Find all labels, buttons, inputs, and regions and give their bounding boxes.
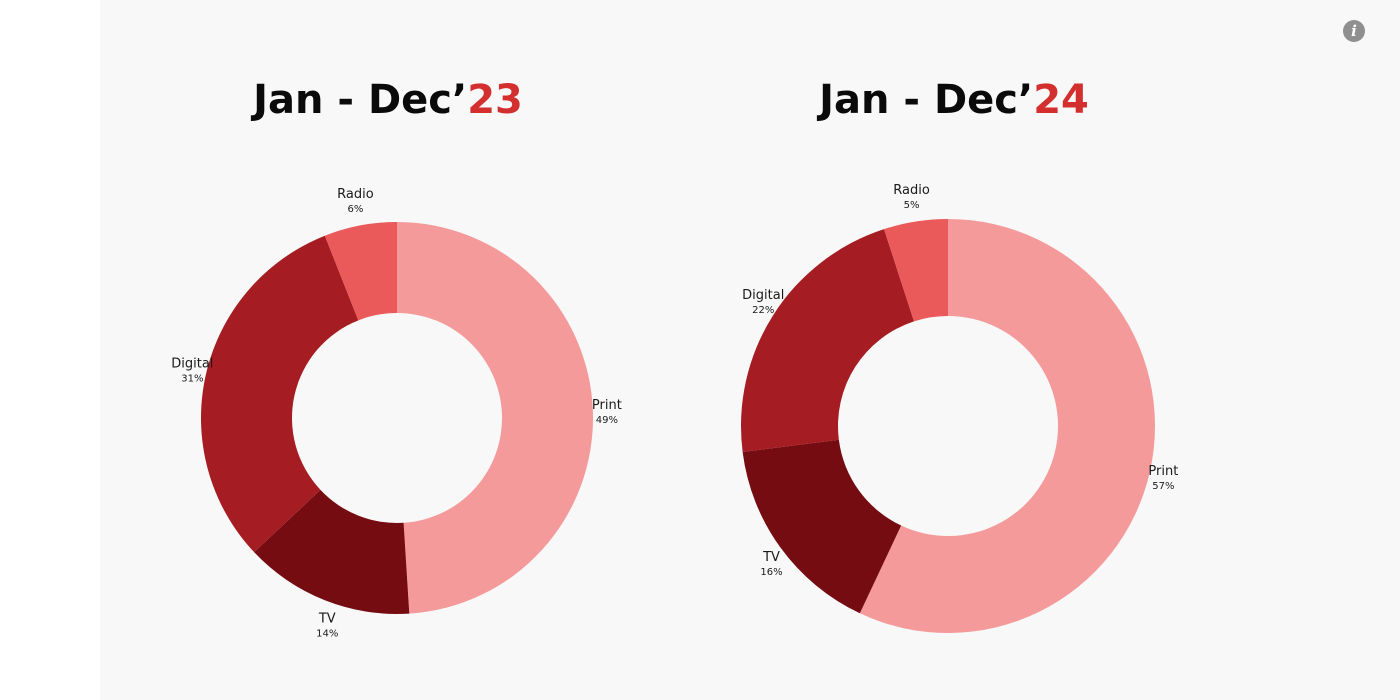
slice-name: Radio bbox=[893, 183, 930, 198]
slice-radio[interactable] bbox=[324, 222, 397, 321]
slice-name: Digital bbox=[742, 288, 784, 303]
chart-title-year: 23 bbox=[467, 77, 523, 123]
chart-title-2023: Jan - Dec’23 bbox=[108, 70, 668, 130]
slice-percent: 5% bbox=[904, 200, 920, 211]
slice-label-print: Print 57% bbox=[1148, 464, 1178, 492]
slice-label-tv: TV 16% bbox=[760, 550, 782, 578]
slice-label-print: Print 49% bbox=[592, 398, 622, 426]
slice-percent: 57% bbox=[1152, 481, 1174, 492]
slice-label-radio: Radio 5% bbox=[893, 183, 930, 211]
slice-percent: 6% bbox=[347, 204, 363, 215]
donut-chart-0: Print 49% TV 14% Digital 31% Radio 6% bbox=[171, 187, 622, 639]
chart-title-year: 24 bbox=[1033, 77, 1089, 123]
slice-percent: 14% bbox=[316, 628, 338, 639]
chart-title-2024: Jan - Dec’24 bbox=[674, 70, 1234, 130]
slice-print[interactable] bbox=[397, 222, 593, 614]
slice-tv[interactable] bbox=[742, 439, 902, 614]
chart-title-prefix: Jan - Dec’ bbox=[819, 77, 1034, 123]
slice-radio[interactable] bbox=[884, 219, 948, 322]
slice-name: Print bbox=[592, 398, 622, 413]
slice-label-digital: Digital 31% bbox=[171, 357, 213, 385]
slice-name: Radio bbox=[337, 187, 374, 202]
slice-name: TV bbox=[762, 550, 780, 565]
slice-tv[interactable] bbox=[254, 489, 410, 614]
slice-name: Digital bbox=[171, 357, 213, 372]
slice-percent: 49% bbox=[596, 415, 618, 426]
slice-name: Print bbox=[1148, 464, 1178, 479]
chart-title-prefix: Jan - Dec’ bbox=[253, 77, 468, 123]
slice-percent: 31% bbox=[181, 374, 203, 385]
slice-label-radio: Radio 6% bbox=[337, 187, 374, 215]
slice-digital[interactable] bbox=[741, 229, 915, 452]
slice-percent: 22% bbox=[752, 305, 774, 316]
info-icon[interactable]: i bbox=[1343, 20, 1365, 42]
slice-print[interactable] bbox=[859, 219, 1155, 633]
slice-percent: 16% bbox=[760, 567, 782, 578]
left-margin bbox=[0, 0, 100, 700]
slice-label-digital: Digital 22% bbox=[742, 288, 784, 316]
slice-name: TV bbox=[318, 611, 336, 626]
slice-label-tv: TV 14% bbox=[316, 611, 338, 639]
slice-digital[interactable] bbox=[201, 235, 359, 553]
donut-chart-1: Print 57% TV 16% Digital 22% Radio 5% bbox=[741, 183, 1178, 633]
